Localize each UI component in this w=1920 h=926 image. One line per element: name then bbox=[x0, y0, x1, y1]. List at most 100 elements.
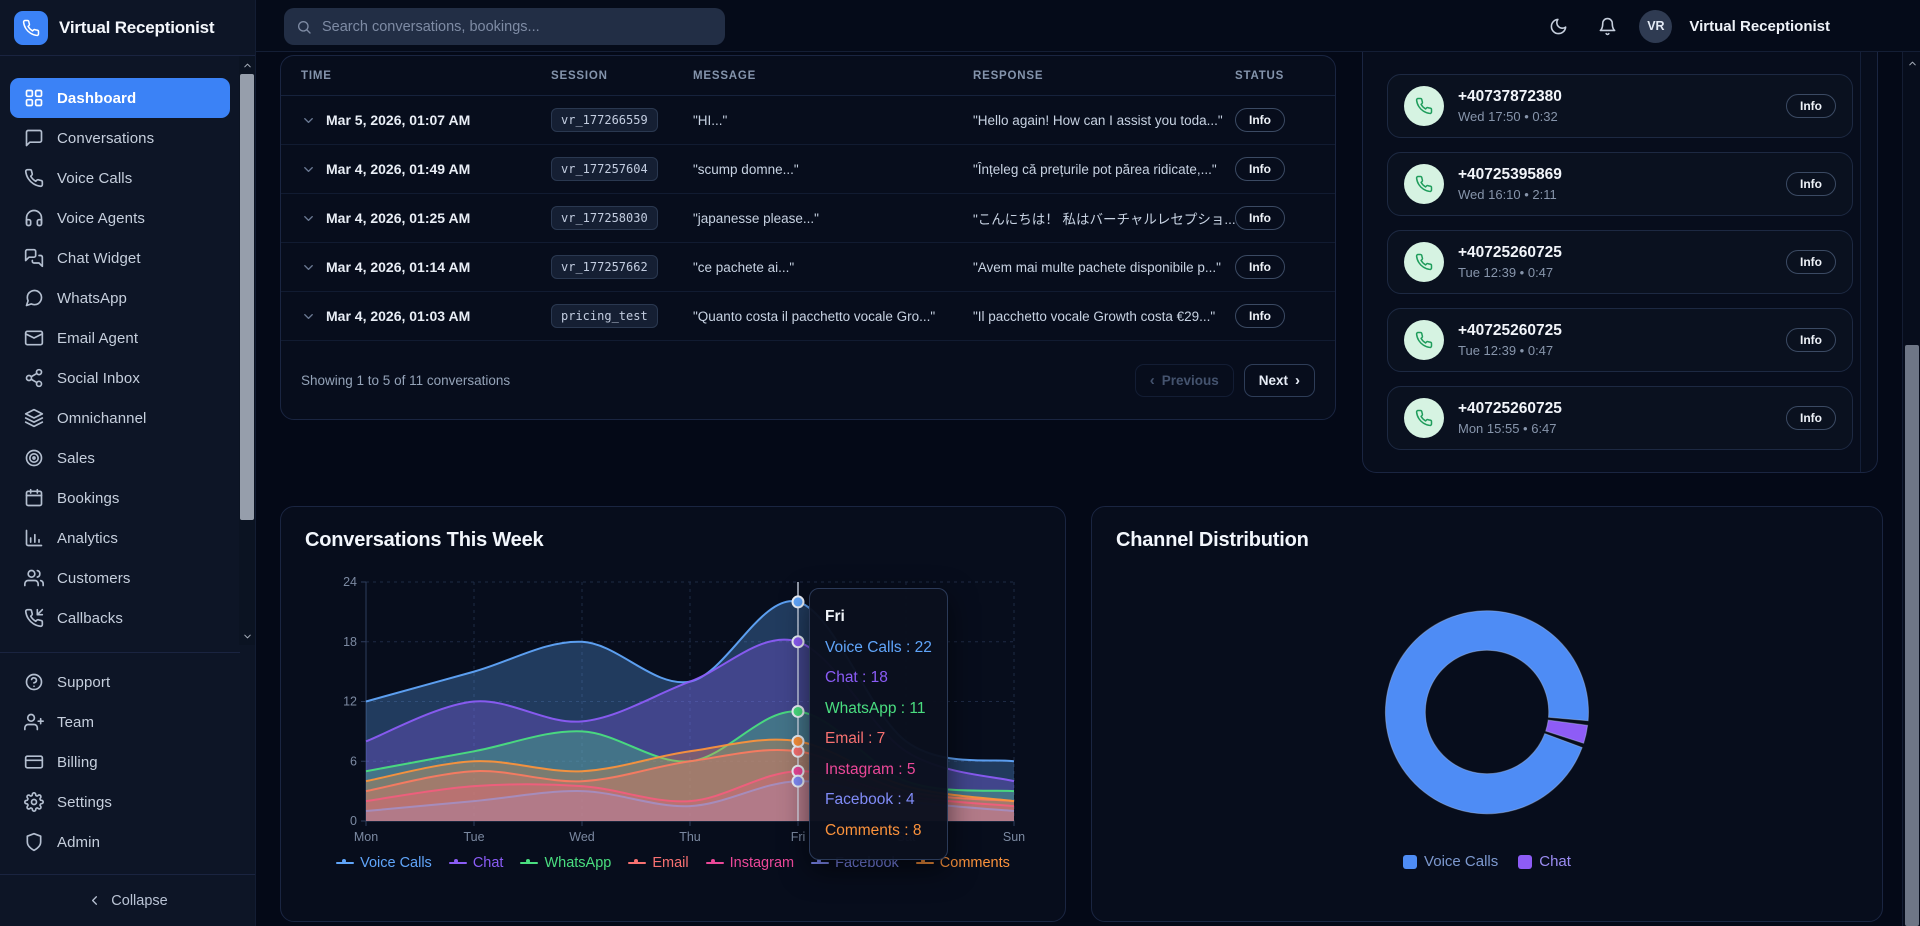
sidebar-item-bookings[interactable]: Bookings bbox=[10, 478, 230, 518]
scroll-down-icon[interactable] bbox=[239, 629, 255, 643]
chevron-down-icon[interactable] bbox=[301, 113, 316, 128]
legend-item-instagram[interactable]: Instagram bbox=[705, 855, 795, 871]
call-info-button[interactable]: Info bbox=[1786, 328, 1836, 352]
call-list-item[interactable]: +40725395869 Wed 16:10 • 2:11 Info bbox=[1387, 152, 1853, 216]
sidebar-item-voice-calls[interactable]: Voice Calls bbox=[10, 158, 230, 198]
app-logo-row: Virtual Receptionist bbox=[0, 0, 255, 56]
legend-label: Instagram bbox=[729, 855, 795, 871]
call-list-item[interactable]: +40737872380 Wed 17:50 • 0:32 Info bbox=[1387, 74, 1853, 138]
table-row[interactable]: Mar 4, 2026, 01:25 AM vr_177258030 "japane… bbox=[281, 194, 1335, 243]
column-header-time: TIME bbox=[301, 69, 332, 82]
donut-slice-voice-calls[interactable] bbox=[1384, 610, 1589, 815]
table-row[interactable]: Mar 4, 2026, 01:03 AM pricing_test "Quanto… bbox=[281, 292, 1335, 341]
sidebar-item-conversations[interactable]: Conversations bbox=[10, 118, 230, 158]
tooltip-entry: Facebook : 4 bbox=[825, 791, 915, 808]
sidebar-scrollbar-thumb[interactable] bbox=[240, 74, 254, 520]
legend-line-dot-icon bbox=[705, 858, 724, 865]
column-header-status: STATUS bbox=[1235, 69, 1285, 82]
user-avatar[interactable]: VR bbox=[1639, 9, 1673, 43]
sidebar-item-billing[interactable]: Billing bbox=[10, 742, 230, 782]
sidebar-item-label: Chat Widget bbox=[57, 249, 141, 267]
column-header-response: RESPONSE bbox=[973, 69, 1044, 82]
call-number: +40725260725 bbox=[1458, 244, 1562, 261]
donut-legend-item-voice-calls[interactable]: Voice Calls bbox=[1403, 853, 1498, 870]
sidebar: Virtual Receptionist Dashboard Conversati… bbox=[0, 0, 256, 926]
call-meta: Wed 16:10 • 2:11 bbox=[1458, 187, 1557, 202]
info-button[interactable]: Info bbox=[1235, 255, 1285, 279]
sidebar-item-social-inbox[interactable]: Social Inbox bbox=[10, 358, 230, 398]
call-info-button[interactable]: Info bbox=[1786, 406, 1836, 430]
donut-legend-item-chat[interactable]: Chat bbox=[1518, 853, 1571, 870]
info-button[interactable]: Info bbox=[1235, 157, 1285, 181]
sidebar-item-analytics[interactable]: Analytics bbox=[10, 518, 230, 558]
svg-text:18: 18 bbox=[343, 635, 357, 649]
sidebar-item-label: Voice Agents bbox=[57, 209, 145, 227]
sidebar-scrollbar[interactable] bbox=[239, 56, 255, 645]
legend-item-chat[interactable]: Chat bbox=[448, 855, 503, 871]
table-row[interactable]: Mar 5, 2026, 01:07 AM vr_177266559 "HI..."… bbox=[281, 96, 1335, 145]
info-button[interactable]: Info bbox=[1235, 108, 1285, 132]
chevron-down-icon[interactable] bbox=[301, 309, 316, 324]
sidebar-item-settings[interactable]: Settings bbox=[10, 782, 230, 822]
call-number: +40725260725 bbox=[1458, 400, 1562, 417]
scroll-up-icon[interactable] bbox=[1903, 56, 1920, 70]
legend-label: Chat bbox=[1539, 853, 1571, 870]
donut-title: Channel Distribution bbox=[1116, 529, 1309, 551]
gear-icon bbox=[24, 792, 44, 812]
info-button[interactable]: Info bbox=[1235, 206, 1285, 230]
chevron-down-icon[interactable] bbox=[301, 211, 316, 226]
sidebar-collapse-button[interactable]: Collapse bbox=[0, 874, 255, 926]
sidebar-item-dashboard[interactable]: Dashboard bbox=[10, 78, 230, 118]
scroll-up-icon[interactable] bbox=[239, 58, 255, 72]
info-button[interactable]: Info bbox=[1235, 304, 1285, 328]
svg-text:Wed: Wed bbox=[569, 830, 595, 844]
sidebar-item-callbacks[interactable]: Callbacks bbox=[10, 598, 230, 638]
page-scrollbar[interactable] bbox=[1902, 52, 1920, 926]
weekly-area-chart[interactable]: 06121824MonTueWedThuFriSatSun bbox=[281, 563, 1067, 853]
sidebar-item-admin[interactable]: Admin bbox=[10, 822, 230, 862]
notifications-button[interactable] bbox=[1590, 9, 1624, 43]
row-response: "Il pacchetto vocale Growth costa €29...… bbox=[973, 308, 1216, 324]
conversations-table-card: TIME SESSION MESSAGE RESPONSE STATUS Mar 5, … bbox=[280, 55, 1336, 420]
sidebar-item-chat-widget[interactable]: Chat Widget bbox=[10, 238, 230, 278]
page-scrollbar-thumb[interactable] bbox=[1905, 345, 1919, 926]
chevron-down-icon[interactable] bbox=[301, 162, 316, 177]
legend-item-whatsapp[interactable]: WhatsApp bbox=[520, 855, 611, 871]
previous-page-button[interactable]: ‹ Previous bbox=[1134, 364, 1234, 397]
legend-line-dot-icon bbox=[915, 858, 934, 865]
sidebar-item-omnichannel[interactable]: Omnichannel bbox=[10, 398, 230, 438]
call-info-button[interactable]: Info bbox=[1786, 172, 1836, 196]
row-message: "Quanto costa il pacchetto vocale Gro...… bbox=[693, 308, 936, 324]
call-list-item[interactable]: +40725260725 Tue 12:39 • 0:47 Info bbox=[1387, 308, 1853, 372]
call-list-item[interactable]: +40725260725 Tue 12:39 • 0:47 Info bbox=[1387, 230, 1853, 294]
sidebar-item-customers[interactable]: Customers bbox=[10, 558, 230, 598]
table-row[interactable]: Mar 4, 2026, 01:14 AM vr_177257662 "ce pac… bbox=[281, 243, 1335, 292]
sidebar-item-team[interactable]: Team bbox=[10, 702, 230, 742]
legend-item-voice-calls[interactable]: Voice Calls bbox=[336, 855, 432, 871]
call-info-button[interactable]: Info bbox=[1786, 94, 1836, 118]
sidebar-item-email-agent[interactable]: Email Agent bbox=[10, 318, 230, 358]
search-input[interactable] bbox=[322, 18, 713, 35]
channel-donut-chart[interactable] bbox=[1092, 507, 1882, 921]
row-time: Mar 4, 2026, 01:25 AM bbox=[326, 210, 471, 226]
legend-item-email[interactable]: Email bbox=[628, 855, 689, 871]
call-list-item[interactable]: +40725260725 Mon 15:55 • 6:47 Info bbox=[1387, 386, 1853, 450]
donut-slice-chat[interactable] bbox=[1545, 719, 1589, 744]
tooltip-title: Fri bbox=[825, 608, 845, 625]
next-page-button[interactable]: Next › bbox=[1243, 364, 1315, 397]
sidebar-item-sales[interactable]: Sales bbox=[10, 438, 230, 478]
legend-swatch-icon bbox=[1518, 854, 1533, 869]
chevron-right-icon: › bbox=[1295, 372, 1300, 389]
sidebar-item-label: WhatsApp bbox=[57, 289, 127, 307]
global-search[interactable] bbox=[284, 8, 725, 45]
sidebar-item-voice-agents[interactable]: Voice Agents bbox=[10, 198, 230, 238]
sidebar-item-label: Support bbox=[57, 673, 111, 691]
table-row[interactable]: Mar 4, 2026, 01:49 AM vr_177257604 "scump … bbox=[281, 145, 1335, 194]
call-info-button[interactable]: Info bbox=[1786, 250, 1836, 274]
tooltip-entry: Comments : 8 bbox=[825, 821, 922, 839]
dark-mode-toggle[interactable] bbox=[1541, 9, 1575, 43]
sidebar-nav-main: Dashboard Conversations Voice Calls Voice A… bbox=[0, 56, 240, 638]
chevron-down-icon[interactable] bbox=[301, 260, 316, 275]
sidebar-item-whatsapp[interactable]: WhatsApp bbox=[10, 278, 230, 318]
sidebar-item-support[interactable]: Support bbox=[10, 662, 230, 702]
